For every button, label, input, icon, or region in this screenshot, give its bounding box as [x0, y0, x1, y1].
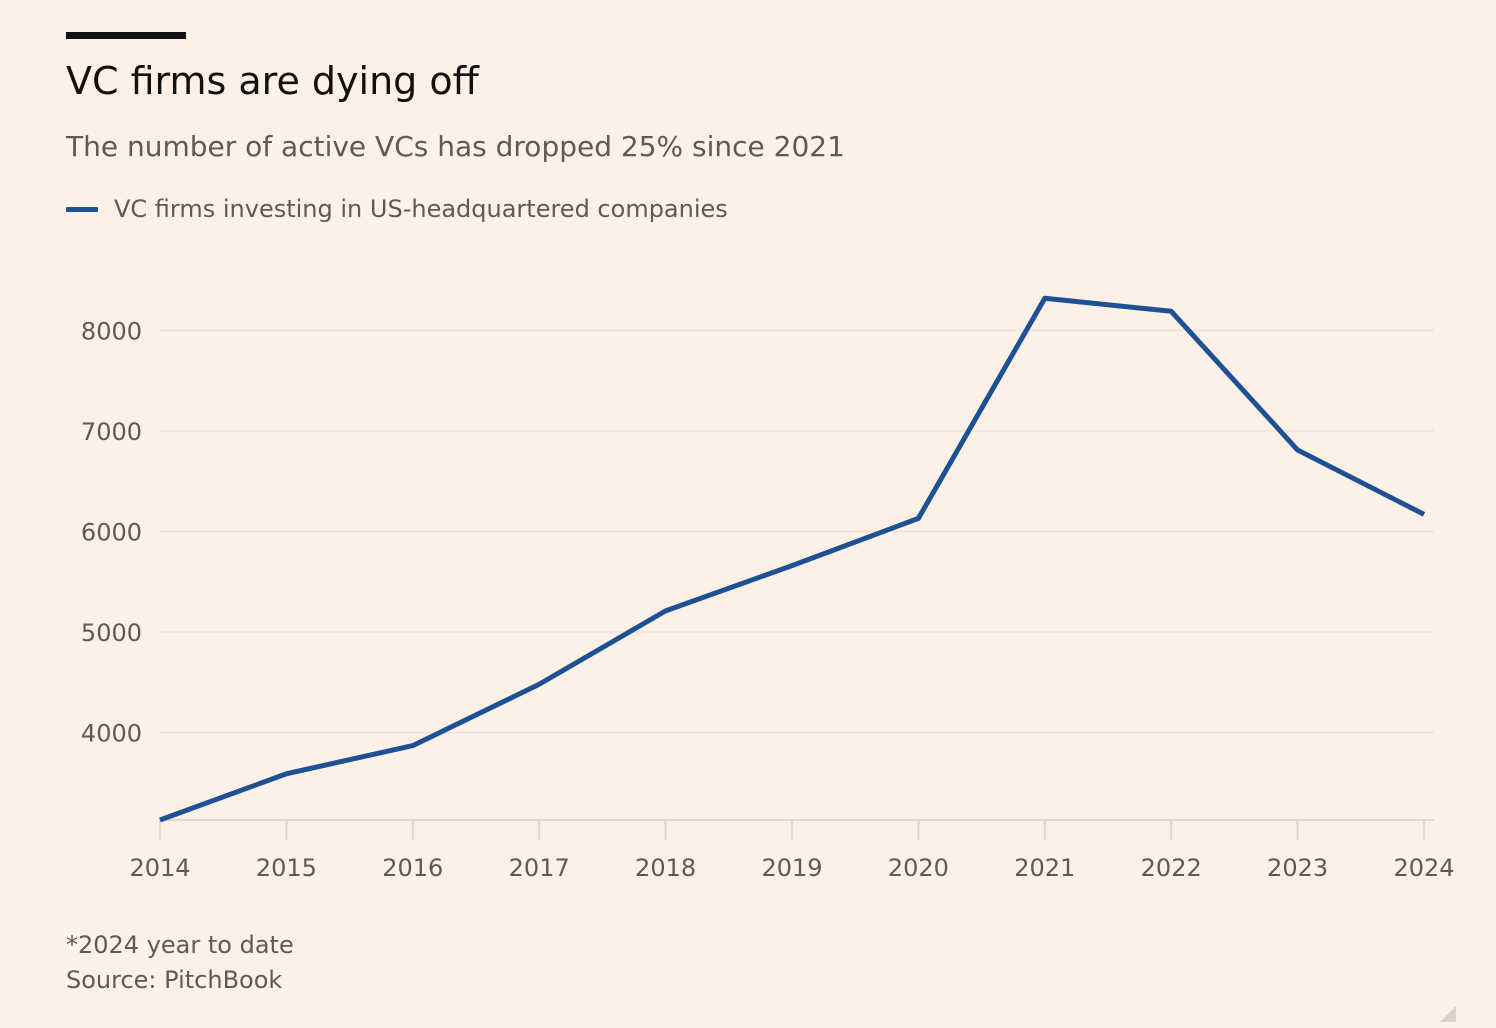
x-tick-label-2024: 2024: [1393, 854, 1454, 882]
tick-labels: 4000 5000 6000 7000 8000 2014 2015 2016 2017 2018…: [81, 317, 1455, 882]
source-note: Source: PitchBook: [66, 966, 283, 994]
legend-label: VC firms investing in US-headquartered c…: [114, 195, 728, 223]
x-tick-label-2015: 2015: [256, 854, 317, 882]
chart-subtitle: The number of active VCs has dropped 25%…: [66, 130, 845, 163]
legend: VC firms investing in US-headquartered c…: [66, 193, 728, 225]
resize-handle-icon: [1440, 1006, 1456, 1022]
gridlines: [160, 329, 1434, 734]
x-tick-label-2020: 2020: [888, 854, 949, 882]
x-tick-label-2022: 2022: [1141, 854, 1202, 882]
chart-title: VC firms are dying off: [66, 59, 479, 103]
x-tick-label-2021: 2021: [1014, 854, 1075, 882]
x-tick-label-2017: 2017: [509, 854, 570, 882]
footnote: *2024 year to date: [66, 931, 294, 959]
y-tick-label-4000: 4000: [81, 720, 142, 748]
y-tick-label-8000: 8000: [81, 317, 142, 345]
x-tick-label-2018: 2018: [635, 854, 696, 882]
legend-swatch: [66, 206, 98, 212]
y-tick-label-5000: 5000: [81, 619, 142, 647]
title-accent-bar: [66, 32, 186, 39]
x-tick-label-2019: 2019: [761, 854, 822, 882]
y-tick-label-6000: 6000: [81, 518, 142, 546]
series: [159, 295, 1426, 823]
x-tick-label-2023: 2023: [1267, 854, 1328, 882]
series-line-vc-firms: [159, 295, 1426, 823]
x-tick-label-2014: 2014: [129, 854, 190, 882]
y-tick-label-7000: 7000: [81, 418, 142, 446]
x-tick-label-2016: 2016: [382, 854, 443, 882]
x-axis: [159, 819, 1434, 840]
